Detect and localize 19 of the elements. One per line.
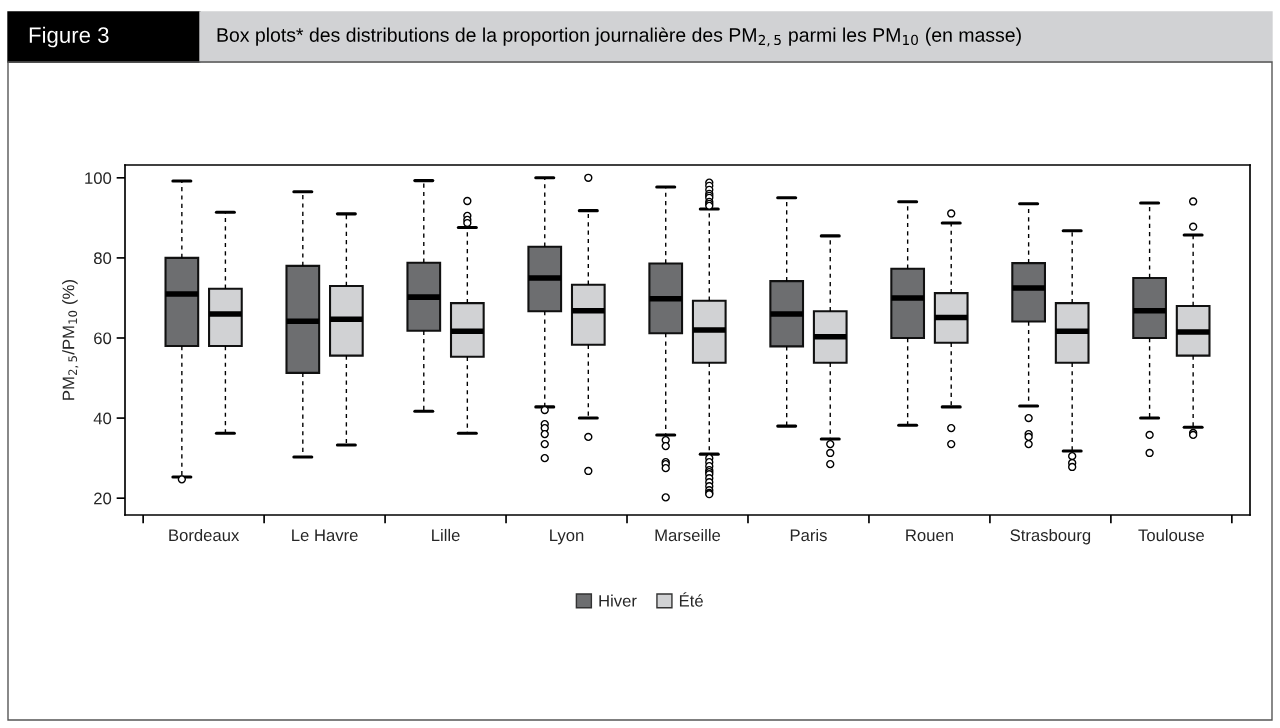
x-tick-label: Strasbourg [1010, 528, 1091, 545]
legend-label: Hiver [599, 594, 637, 607]
x-tick-label: Toulouse [1138, 528, 1204, 542]
y-tick-label: 80 [93, 252, 112, 265]
x-tick-label: Rouen [906, 529, 953, 542]
y-tick-label: 100 [85, 172, 112, 185]
y-tick-label: 60 [94, 332, 112, 345]
y-axis-title: PM$_{2,5}$/PM$_{10}$ (%) [62, 280, 79, 400]
y-tick-label: 40 [93, 412, 112, 425]
x-tick-label: Bordeaux [169, 528, 240, 542]
legend-label: Été [679, 592, 703, 607]
x-tick-label: Paris [790, 528, 827, 542]
y-tick-label: 20 [94, 492, 112, 505]
chart-subtitle: Box plots* des distributions de la proportion journalière des PM$_{2,5}$ parmi les PM$_{10}$ (en masse) [217, 27, 1021, 47]
x-tick-label: Le Havre [292, 529, 358, 542]
x-tick-label: Marseille [655, 528, 721, 542]
x-tick-label: Lyon [550, 529, 584, 545]
x-tick-label: Lille [432, 528, 460, 542]
chart-title: Figure 3 [29, 26, 109, 48]
